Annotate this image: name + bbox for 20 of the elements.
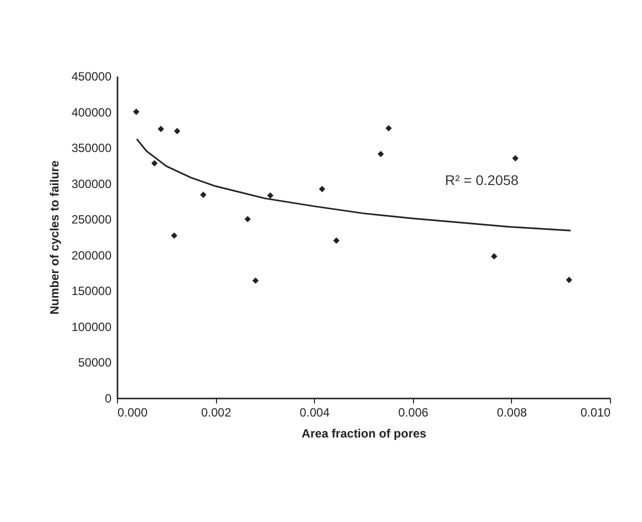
x-tick-label: 0.002 (201, 406, 232, 420)
y-tick-label: 100000 (71, 320, 112, 334)
line-series (136, 138, 572, 232)
x-tick-label: 0.004 (300, 406, 330, 420)
x-tick-label: 0.010 (580, 406, 611, 420)
x-tick-label: 0.000 (118, 406, 148, 420)
y-tick-label: 200000 (71, 248, 112, 262)
y-tick-label: 250000 (71, 212, 112, 227)
y-tick-label: 150000 (71, 284, 112, 298)
y-tick-label: 300000 (71, 176, 112, 191)
y-tick-label: 350000 (71, 141, 112, 156)
annotation: R² = 0.2058 (445, 172, 519, 188)
y-tick-label: 400000 (71, 105, 112, 120)
y-tick-label: 450000 (71, 70, 112, 84)
x-tick-label: 0.006 (398, 406, 429, 420)
x-tick-label: 0.008 (496, 406, 528, 420)
y-tick-label: 0 (104, 392, 112, 406)
x-axis-title: Area fraction of pores (302, 426, 427, 440)
y-axis-title: Number of cycles to failure (47, 160, 62, 315)
y-tick-label: 50000 (78, 356, 112, 370)
